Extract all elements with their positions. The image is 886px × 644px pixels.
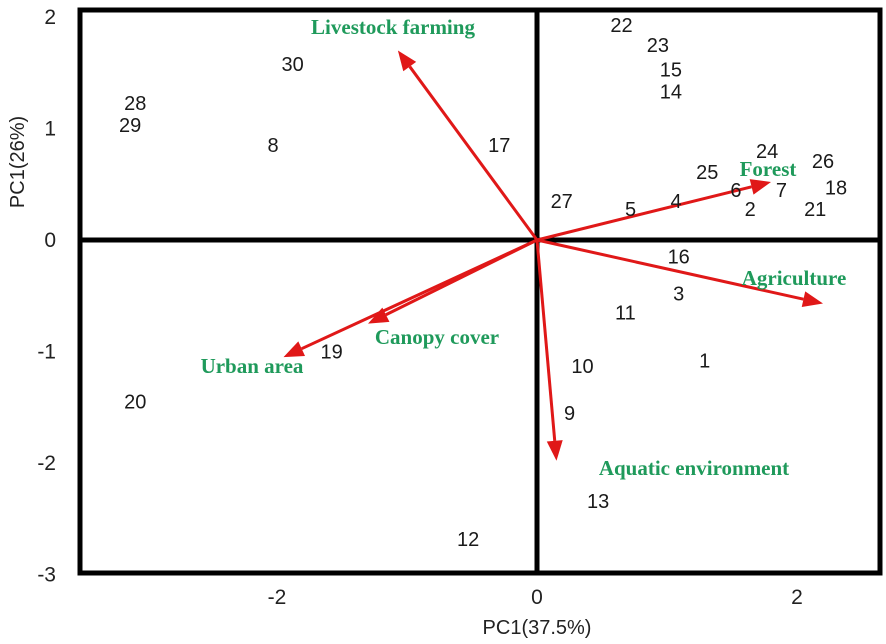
observation-label: 26 — [812, 151, 834, 173]
variable-label: Urban area — [201, 354, 304, 378]
observation-label: 8 — [268, 135, 279, 157]
observation-label: 2 — [745, 199, 756, 221]
observation-label: 17 — [488, 135, 510, 157]
observation-label: 1 — [699, 350, 710, 372]
variable-label: Aquatic environment — [599, 456, 789, 480]
observation-label: 29 — [119, 115, 141, 137]
observation-label: 4 — [671, 191, 682, 213]
loading-arrow-shaft — [535, 239, 557, 441]
observation-label: 9 — [564, 403, 575, 425]
observation-label: 28 — [124, 93, 146, 115]
variable-label: Forest — [740, 157, 797, 181]
y-tick-label: 1 — [44, 118, 56, 141]
loading-arrow-shaft — [536, 185, 752, 242]
observation-label: 11 — [615, 302, 636, 324]
x-tick-label: 2 — [791, 586, 803, 609]
loading-arrow-head — [283, 341, 306, 358]
observation-label: 14 — [660, 82, 682, 104]
observation-label: 12 — [457, 529, 479, 551]
variable-label: Canopy cover — [375, 325, 499, 349]
y-tick-label: 0 — [44, 229, 56, 252]
observation-label: 5 — [625, 199, 636, 221]
observation-label: 15 — [660, 59, 682, 81]
loading-arrow-shaft — [536, 238, 804, 301]
observation-label: 7 — [776, 180, 787, 202]
loading-arrow-shaft — [301, 238, 538, 351]
observation-label: 10 — [571, 356, 593, 378]
observation-label: 6 — [730, 180, 741, 202]
observation-label: 22 — [610, 15, 632, 37]
observation-label: 20 — [124, 392, 146, 414]
loading-arrows — [283, 50, 823, 461]
loading-arrow-head — [397, 50, 417, 72]
loading-arrow-shaft — [408, 65, 539, 241]
variable-label: Agriculture — [742, 266, 847, 290]
observation-label: 19 — [320, 342, 342, 364]
x-tick-label: -2 — [268, 586, 287, 609]
loading-arrow-head — [546, 440, 563, 461]
observation-label: 23 — [647, 35, 669, 57]
y-tick-label: -1 — [37, 341, 56, 364]
observation-label: 24 — [756, 141, 778, 163]
observation-label: 30 — [281, 54, 303, 76]
observation-label: 3 — [673, 284, 684, 306]
observation-label: 25 — [696, 162, 718, 184]
observation-label: 27 — [551, 191, 573, 213]
x-axis-title: PC1(37.5%) — [483, 617, 592, 639]
x-tick-label: 0 — [531, 586, 543, 609]
axis-lines — [80, 10, 880, 573]
y-tick-label: -3 — [37, 564, 56, 587]
loading-arrow-head — [801, 291, 823, 308]
y-tick-label: 2 — [44, 6, 56, 29]
y-axis-title: PC1(26%) — [7, 116, 29, 208]
observation-label: 21 — [804, 199, 826, 221]
observation-label: 13 — [587, 491, 609, 513]
plot-frame — [77, 7, 883, 576]
observation-label: 18 — [825, 178, 847, 200]
y-tick-label: -2 — [37, 452, 56, 475]
variable-label: Livestock farming — [311, 15, 475, 39]
variable-labels: Livestock farming Forest Agriculture Canopy… — [201, 15, 847, 480]
loading-arrow-head — [749, 179, 771, 195]
observation-label: 16 — [668, 247, 690, 269]
